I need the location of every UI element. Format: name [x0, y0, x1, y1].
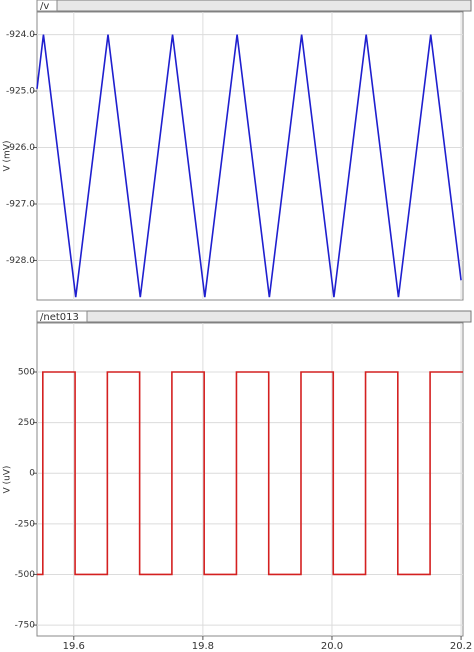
y-tick-label: -928.0 — [6, 256, 35, 266]
plot-frame — [36, 322, 464, 637]
y-tick-label: -926.0 — [6, 143, 35, 153]
x-tick-label: 19.8 — [192, 641, 214, 652]
header-bar — [36, 310, 472, 323]
y-tick-label: -927.0 — [6, 200, 35, 210]
y-axis-label: V (mV) — [3, 141, 13, 172]
signal-name: /net013 — [40, 312, 79, 323]
y-tick-label: -750 — [15, 621, 36, 631]
x-tick-label: 20.2 — [450, 641, 472, 652]
y-tick-label: 250 — [18, 418, 35, 428]
y-tick-label: 500 — [18, 367, 35, 377]
x-tick-label: 19.6 — [63, 641, 85, 652]
signal-name: /v — [40, 1, 49, 12]
y-tick-label: -924.0 — [6, 30, 35, 40]
y-tick-label: -500 — [15, 570, 36, 580]
signal-tab — [36, 310, 88, 323]
trace — [37, 371, 463, 576]
trace — [36, 34, 462, 298]
y-tick-label: -925.0 — [6, 87, 35, 97]
x-tick-label: 20.0 — [321, 641, 343, 652]
y-tick-label: 0 — [29, 469, 35, 479]
plot-frame — [36, 11, 464, 301]
signal-tab — [36, 0, 58, 12]
y-tick-label: -250 — [15, 519, 36, 529]
y-axis-label: V (uV) — [3, 466, 13, 494]
header-bar — [36, 0, 472, 12]
